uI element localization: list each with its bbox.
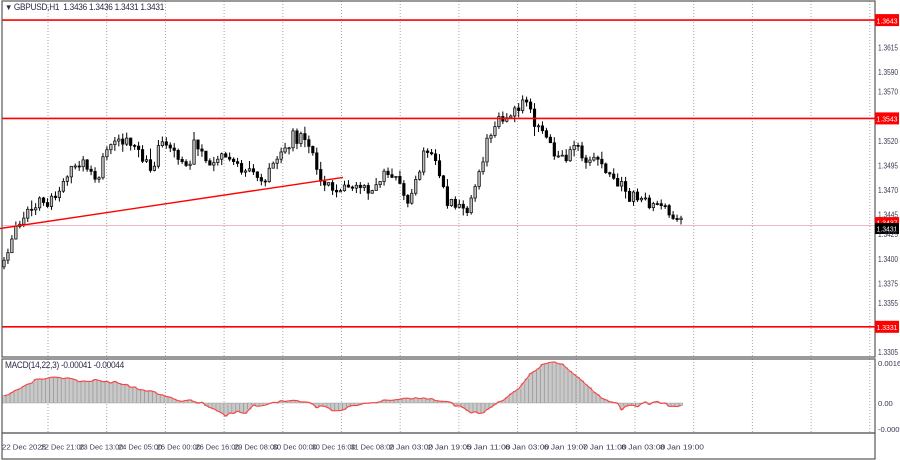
svg-text:22 Dec 2025: 22 Dec 2025: [2, 443, 46, 452]
svg-text:5 Jan 11:00: 5 Jan 11:00: [467, 443, 511, 452]
svg-text:1.3590: 1.3590: [878, 68, 899, 77]
svg-text:1.3543: 1.3543: [877, 115, 898, 124]
svg-text:1.3570: 1.3570: [878, 88, 899, 97]
svg-text:1.3425: 1.3425: [878, 230, 899, 239]
svg-text:23 Dec 13:00: 23 Dec 13:00: [79, 443, 123, 452]
svg-text:26 Dec 00:00: 26 Dec 00:00: [157, 443, 201, 452]
svg-text:31 Dec 08:00: 31 Dec 08:00: [350, 443, 394, 452]
svg-text:1.3305: 1.3305: [878, 348, 899, 357]
svg-text:1.3643: 1.3643: [877, 16, 898, 25]
svg-text:8 Jan 03:00: 8 Jan 03:00: [621, 443, 665, 452]
svg-text:1.3470: 1.3470: [878, 186, 899, 195]
svg-text:30 Dec 16:00: 30 Dec 16:00: [312, 443, 356, 452]
svg-text:1.3495: 1.3495: [878, 161, 899, 170]
svg-text:2 Jan 19:00: 2 Jan 19:00: [428, 443, 472, 452]
svg-text:1.3615: 1.3615: [878, 43, 899, 52]
svg-text:-0.00091: -0.00091: [878, 425, 900, 434]
svg-text:8 Jan 19:00: 8 Jan 19:00: [660, 443, 704, 452]
svg-text:6 Jan 03:00: 6 Jan 03:00: [505, 443, 549, 452]
svg-text:7 Jan 11:00: 7 Jan 11:00: [583, 443, 627, 452]
svg-text:22 Dec 21:00: 22 Dec 21:00: [41, 443, 85, 452]
svg-text:30 Dec 00:00: 30 Dec 00:00: [273, 443, 317, 452]
svg-text:1.3375: 1.3375: [878, 279, 899, 288]
svg-text:0.00: 0.00: [878, 399, 893, 408]
svg-text:6 Jan 19:00: 6 Jan 19:00: [544, 443, 588, 452]
svg-text:2 Jan 03:00: 2 Jan 03:00: [389, 443, 433, 452]
svg-text:1.3520: 1.3520: [878, 137, 899, 146]
svg-text:1.3331: 1.3331: [877, 323, 898, 332]
svg-text:29 Dec 08:00: 29 Dec 08:00: [234, 443, 278, 452]
svg-text:24 Dec 05:00: 24 Dec 05:00: [118, 443, 162, 452]
svg-text:26 Dec 16:00: 26 Dec 16:00: [196, 443, 240, 452]
svg-text:1.3355: 1.3355: [878, 299, 899, 308]
svg-text:0.00167: 0.00167: [878, 359, 900, 368]
svg-text:1.3400: 1.3400: [878, 255, 899, 264]
